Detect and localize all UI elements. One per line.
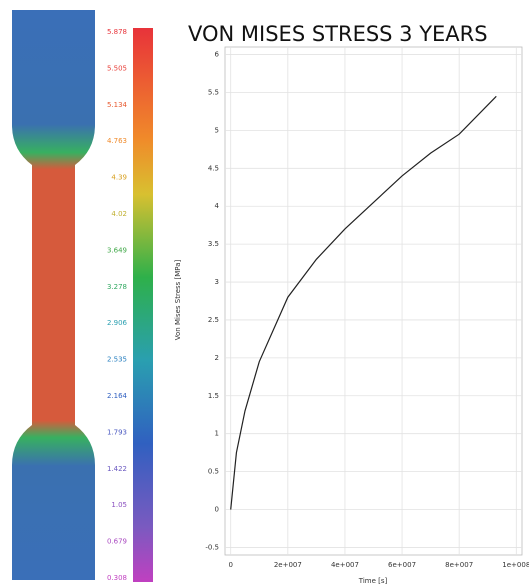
color-bar-label: 4.02: [111, 210, 127, 218]
color-bar-label: 1.422: [107, 465, 127, 473]
y-tick-label: 6: [215, 51, 220, 59]
color-bar: [133, 28, 153, 582]
color-bar-label: 5.505: [107, 64, 127, 72]
x-tick-label: 1e+008: [502, 561, 529, 569]
plot-area: [224, 46, 523, 556]
x-tick-label: 6e+007: [388, 561, 416, 569]
color-bar-label: 0.308: [107, 574, 127, 582]
y-tick-label: 2.5: [208, 316, 219, 324]
y-tick-label: 0: [215, 506, 219, 514]
y-tick-label: 4.5: [208, 164, 219, 172]
x-axis-label: Time [s]: [358, 577, 388, 585]
y-tick-label: 2: [215, 354, 219, 362]
y-tick-label: 4: [215, 202, 220, 210]
x-tick-label: 2e+007: [274, 561, 302, 569]
x-tick-label: 8e+007: [445, 561, 473, 569]
color-bar-label: 3.649: [107, 246, 127, 254]
y-tick-label: 3.5: [208, 240, 219, 248]
color-bar-label: 4.39: [111, 174, 127, 182]
color-bar-label: 5.134: [107, 101, 128, 109]
y-tick-label: -0.5: [205, 543, 219, 551]
x-tick-label: 4e+007: [331, 561, 359, 569]
color-bar-label: 2.164: [107, 392, 128, 400]
color-bar-label: 5.878: [107, 28, 127, 36]
color-bar-label: 3.278: [107, 283, 127, 291]
color-bar-label: 4.763: [107, 137, 127, 145]
data-line: [230, 95, 497, 510]
y-tick-label: 3: [215, 278, 219, 286]
y-tick-label: 1: [215, 430, 219, 438]
specimen: [12, 10, 95, 580]
chart-title: VON MISES STRESS 3 YEARS: [188, 22, 488, 46]
color-bar-label: 1.793: [107, 428, 127, 436]
color-bar-label: 2.906: [107, 319, 128, 327]
y-axis-label: Von Mises Stress [MPa]: [174, 260, 182, 341]
color-bar-label: 1.05: [111, 501, 127, 509]
y-tick-label: 0.5: [208, 468, 219, 476]
color-bar-label: 2.535: [107, 356, 127, 364]
y-tick-label: 5.5: [208, 88, 219, 96]
y-tick-label: 5: [215, 126, 219, 134]
x-tick-label: 0: [228, 561, 232, 569]
y-tick-label: 1.5: [208, 392, 219, 400]
color-bar-label: 0.679: [107, 538, 127, 546]
